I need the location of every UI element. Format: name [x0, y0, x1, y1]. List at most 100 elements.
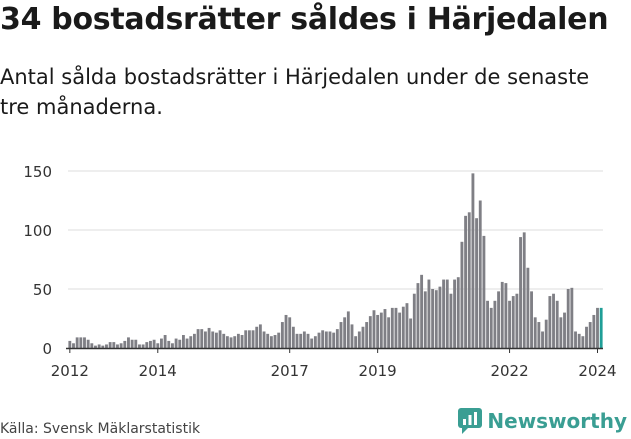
bar — [324, 331, 328, 348]
x-tick-label-2019: 2019 — [359, 362, 397, 380]
bar — [357, 331, 361, 348]
bar — [566, 289, 570, 348]
x-axis: 2012 2014 2017 2019 2022 2024 — [51, 347, 617, 380]
bar — [182, 335, 185, 348]
bar — [269, 336, 273, 348]
bar — [493, 300, 497, 348]
bar — [75, 337, 79, 348]
bar — [299, 333, 303, 348]
bar — [156, 343, 160, 348]
bar — [519, 237, 522, 348]
bar — [592, 314, 596, 348]
bar — [442, 279, 446, 348]
bar — [108, 342, 112, 348]
bar — [489, 307, 493, 348]
bar — [427, 279, 431, 348]
bar — [379, 312, 383, 348]
bar — [515, 293, 519, 348]
bar — [174, 338, 178, 348]
bar — [346, 311, 350, 348]
bar — [453, 279, 457, 348]
bar — [295, 333, 299, 348]
bar — [467, 212, 471, 348]
bar — [398, 312, 402, 348]
bar — [229, 337, 233, 348]
bar — [277, 332, 281, 348]
y-axis-ticks: 0 50 100 150 — [23, 163, 52, 358]
bar — [508, 300, 511, 348]
bar — [280, 322, 284, 348]
bar — [284, 314, 288, 348]
bar — [431, 289, 435, 348]
bar — [127, 337, 130, 348]
bar — [570, 287, 574, 348]
bar — [310, 338, 314, 348]
x-tick-label-2017: 2017 — [271, 362, 309, 380]
bar — [119, 343, 123, 348]
bar — [354, 336, 358, 348]
bar — [387, 317, 391, 348]
bar — [475, 218, 479, 348]
bar — [97, 344, 101, 348]
bar — [537, 322, 541, 348]
bar — [167, 340, 171, 348]
bar — [563, 312, 566, 348]
chart-subtitle: Antal sålda bostadsrätter i Härjedalen u… — [0, 65, 590, 119]
y-tick-label-150: 150 — [23, 163, 52, 181]
bar — [478, 200, 482, 348]
bar — [152, 339, 156, 348]
y-tick-label-100: 100 — [23, 222, 52, 240]
bar — [163, 335, 167, 348]
bar — [486, 300, 489, 348]
bar — [262, 331, 266, 348]
bar — [376, 314, 380, 348]
bar — [412, 293, 416, 348]
bar — [138, 344, 141, 348]
bar — [317, 332, 321, 348]
x-tick-label-2022: 2022 — [490, 362, 528, 380]
bar — [251, 330, 255, 348]
bar — [555, 300, 559, 348]
bar — [72, 343, 75, 348]
bar — [189, 336, 193, 348]
bar — [361, 326, 365, 348]
bar — [548, 296, 552, 348]
bar — [94, 345, 97, 348]
bar — [368, 316, 372, 348]
bar — [306, 333, 310, 348]
bar — [438, 286, 442, 348]
bar — [302, 331, 306, 348]
bar — [350, 324, 354, 348]
bar — [160, 338, 163, 348]
bar — [423, 291, 427, 348]
bar — [90, 343, 94, 348]
bar — [83, 337, 86, 348]
bar — [497, 291, 500, 348]
x-tick-label-2014: 2014 — [139, 362, 177, 380]
bar-chart: 0 50 100 150 2012 2014 2017 2019 2022 2024 34 — [23, 150, 628, 380]
bar — [244, 330, 248, 348]
bar — [196, 329, 200, 348]
bar — [240, 335, 244, 348]
bar — [203, 331, 207, 348]
bar — [434, 290, 438, 348]
bar — [522, 232, 526, 348]
bar — [335, 329, 339, 348]
annotations: 34 — [608, 150, 628, 154]
bar — [588, 322, 592, 348]
bar — [218, 330, 222, 348]
bar — [134, 339, 138, 348]
bar — [420, 274, 424, 348]
source-note: Källa: Svensk Mäklarstatistik — [0, 421, 201, 437]
bar — [222, 333, 226, 348]
bar — [291, 326, 295, 348]
bar — [596, 307, 599, 348]
bar — [482, 235, 486, 348]
y-tick-label-50: 50 — [33, 281, 52, 299]
bar — [541, 331, 544, 348]
bar — [544, 319, 548, 348]
bar — [390, 307, 394, 348]
bar — [559, 317, 563, 348]
bar — [500, 281, 504, 348]
bar — [101, 345, 105, 348]
